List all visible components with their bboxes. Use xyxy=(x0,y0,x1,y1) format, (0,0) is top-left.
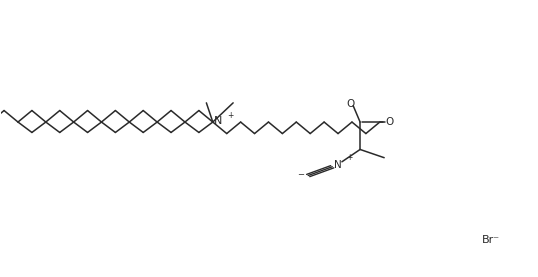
Text: −: − xyxy=(297,170,304,179)
Text: Br⁻: Br⁻ xyxy=(482,235,500,245)
Text: O: O xyxy=(346,99,355,109)
Text: +: + xyxy=(346,153,352,162)
Text: O: O xyxy=(385,117,394,127)
Text: N: N xyxy=(214,116,222,126)
Text: N: N xyxy=(334,160,342,170)
Text: +: + xyxy=(226,111,233,120)
